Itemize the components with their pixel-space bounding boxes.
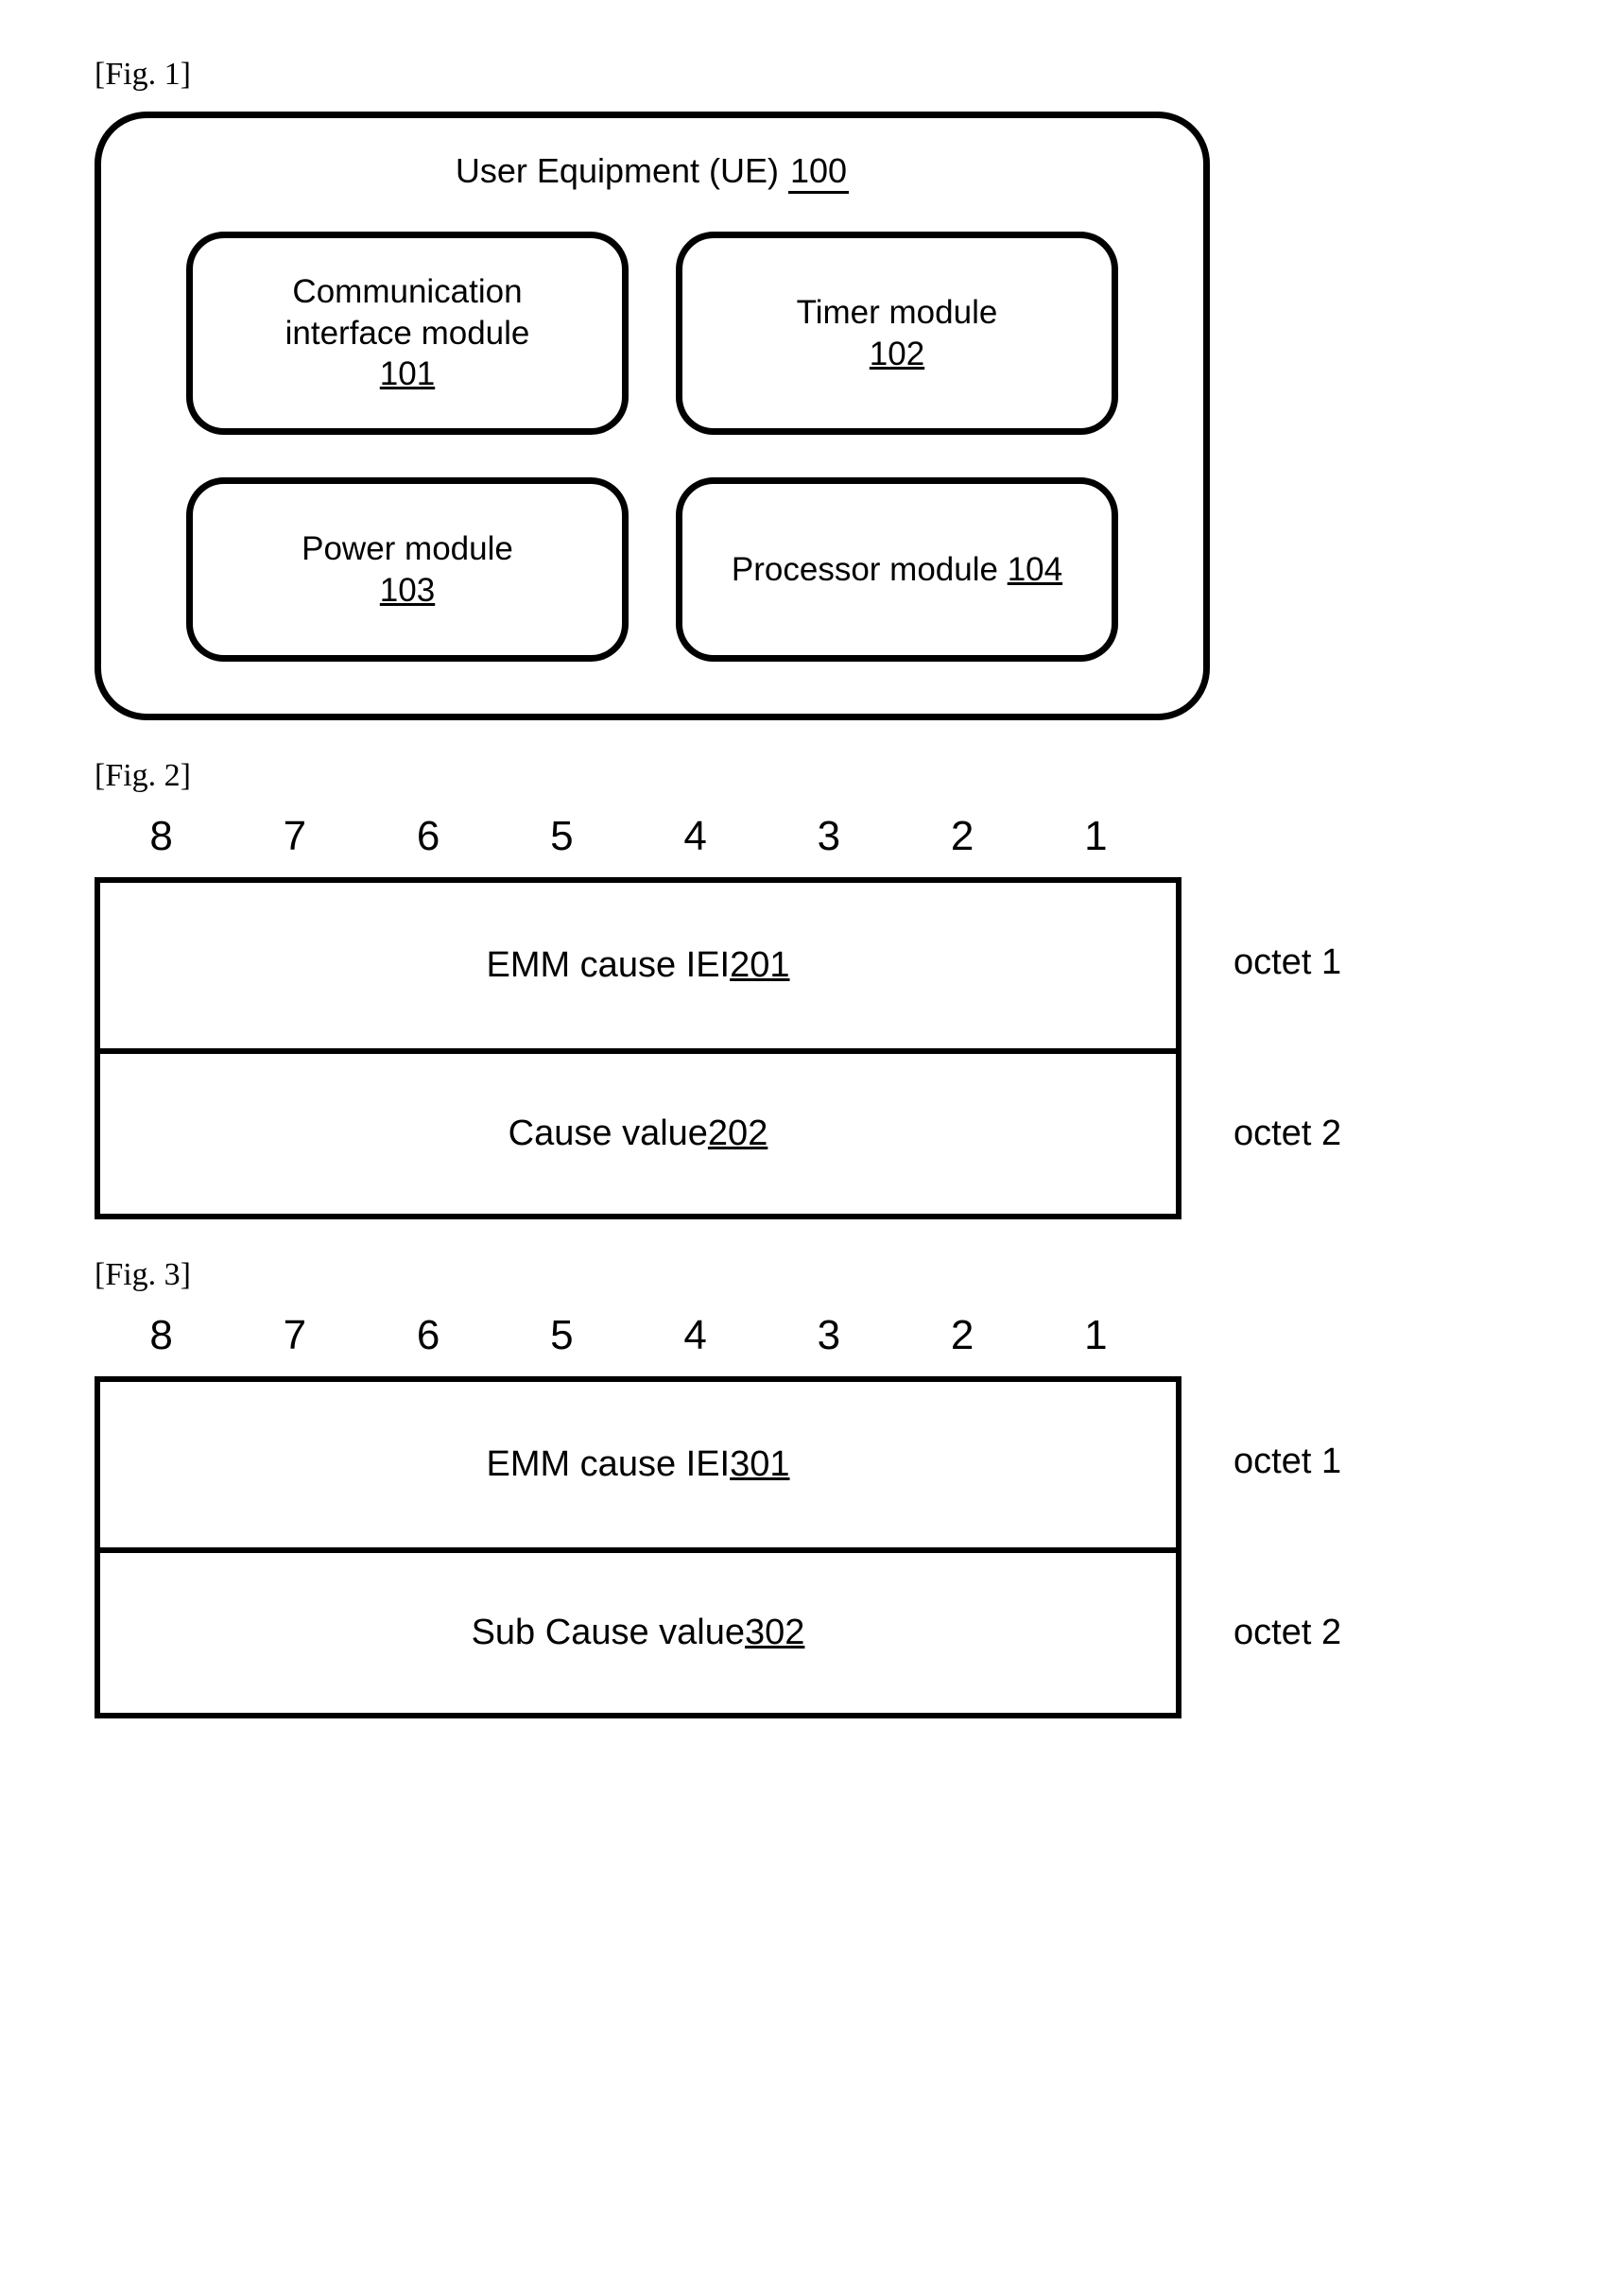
fig3-row-text: Sub Cause value: [472, 1613, 745, 1653]
fig1-box-processor: Processor module 104: [676, 477, 1118, 662]
fig3-octet-label: octet 1: [1233, 1441, 1341, 1482]
fig1-box-line: Timer module: [797, 292, 998, 334]
bit-number: 3: [762, 1312, 895, 1359]
bit-number: 2: [896, 1312, 1029, 1359]
bit-number: 4: [629, 1312, 762, 1359]
fig2-row-1: EMM cause IEI 201: [100, 883, 1176, 1048]
fig3-label: [Fig. 3]: [95, 1257, 1509, 1293]
fig2-row-ref: 202: [708, 1113, 768, 1154]
fig3-bit-numbers: 8 7 6 5 4 3 2 1: [95, 1312, 1163, 1359]
fig1-box-line: Communication: [292, 271, 522, 313]
fig1-label: [Fig. 1]: [95, 57, 1509, 93]
fig1-title-ref: 100: [788, 151, 849, 194]
fig1-title: User Equipment (UE) 100: [139, 151, 1165, 194]
fig2-diagram: 8 7 6 5 4 3 2 1 EMM cause IEI 201 Cause …: [95, 813, 1399, 1219]
fig1-box-line: Power module: [302, 528, 513, 570]
bit-number: 5: [495, 813, 629, 860]
fig2-row-text: Cause value: [509, 1113, 708, 1154]
fig1-box-line: Processor module: [732, 551, 1008, 588]
fig1-box-line: interface module: [285, 313, 530, 354]
bit-number: 1: [1029, 813, 1163, 860]
bit-number: 6: [362, 813, 495, 860]
fig3-row-ref: 301: [730, 1444, 789, 1485]
fig3-row-ref: 302: [745, 1613, 804, 1653]
fig1-box-timer: Timer module 102: [676, 232, 1118, 435]
bit-number: 2: [896, 813, 1029, 860]
fig3-row-1: EMM cause IEI 301: [100, 1382, 1176, 1547]
fig2-octet-label: octet 1: [1233, 942, 1341, 983]
fig3-octet-box: EMM cause IEI 301 Sub Cause value 302: [95, 1376, 1181, 1718]
bit-number: 4: [629, 813, 762, 860]
bit-number: 8: [95, 813, 228, 860]
fig2-octet-label: octet 2: [1233, 1113, 1341, 1154]
bit-number: 1: [1029, 1312, 1163, 1359]
fig2-octet-box: EMM cause IEI 201 Cause value 202: [95, 877, 1181, 1219]
fig3-diagram: 8 7 6 5 4 3 2 1 EMM cause IEI 301 Sub Ca…: [95, 1312, 1399, 1718]
fig2-octet-labels: octet 1 octet 2: [1181, 877, 1341, 1219]
fig1-title-text: User Equipment (UE): [456, 151, 788, 190]
bit-number: 8: [95, 1312, 228, 1359]
bit-number: 6: [362, 1312, 495, 1359]
fig1-box-ref: 102: [870, 336, 924, 372]
fig1-box-ref: 101: [380, 355, 435, 392]
fig1-box-comm-interface: Communication interface module 101: [186, 232, 629, 435]
fig3-octet-labels: octet 1 octet 2: [1181, 1376, 1341, 1718]
fig3-row-text: EMM cause IEI: [486, 1444, 730, 1485]
fig1-box-ref: 103: [380, 572, 435, 609]
fig2-body: EMM cause IEI 201 Cause value 202 octet …: [95, 877, 1399, 1219]
bit-number: 7: [228, 1312, 361, 1359]
fig1-box-ref: 104: [1008, 551, 1062, 588]
fig2-row-2: Cause value 202: [100, 1048, 1176, 1214]
fig3-body: EMM cause IEI 301 Sub Cause value 302 oc…: [95, 1376, 1399, 1718]
bit-number: 3: [762, 813, 895, 860]
fig2-row-ref: 201: [730, 945, 789, 986]
bit-number: 7: [228, 813, 361, 860]
fig3-row-2: Sub Cause value 302: [100, 1547, 1176, 1713]
fig1-module-grid: Communication interface module 101 Timer…: [139, 232, 1165, 662]
fig2-bit-numbers: 8 7 6 5 4 3 2 1: [95, 813, 1163, 860]
fig2-row-text: EMM cause IEI: [486, 945, 730, 986]
bit-number: 5: [495, 1312, 629, 1359]
fig2-label: [Fig. 2]: [95, 758, 1509, 794]
fig1-ue-container: User Equipment (UE) 100 Communication in…: [95, 112, 1210, 720]
fig1-box-power: Power module 103: [186, 477, 629, 662]
fig3-octet-label: octet 2: [1233, 1613, 1341, 1653]
